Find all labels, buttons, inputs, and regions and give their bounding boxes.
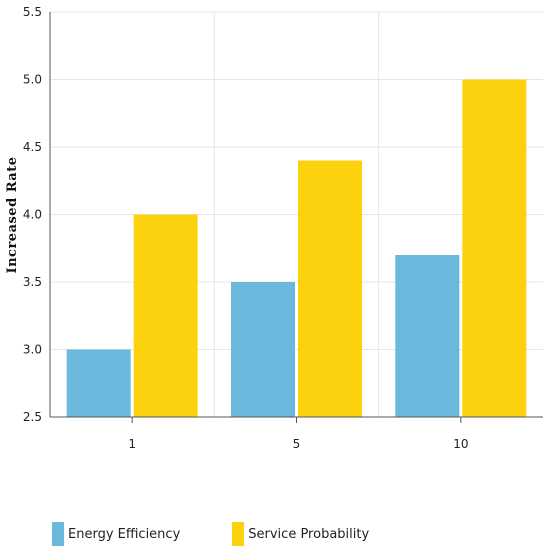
x-tick-label: 10 xyxy=(453,437,468,451)
x-tick-label: 1 xyxy=(128,437,136,451)
legend-label-service-probability: Service Probability xyxy=(248,526,370,542)
bar-layer xyxy=(66,79,527,418)
y-tick-label: 3.0 xyxy=(23,343,42,357)
legend-swatch-energy-efficiency xyxy=(52,522,64,546)
x-tick-label: 5 xyxy=(293,437,301,451)
y-tick-label: 5.5 xyxy=(23,5,42,19)
bar-energy-efficiency-1[interactable] xyxy=(66,349,131,418)
bar-service-probability-5[interactable] xyxy=(298,160,362,418)
axis-layer: 2.5 3.0 3.5 4.0 4.5 5.0 5.5 1 5 10 xyxy=(23,5,543,451)
bar-service-probability-1[interactable] xyxy=(133,214,198,418)
y-tick-label: 4.5 xyxy=(23,140,42,154)
y-tick-label: 2.5 xyxy=(23,410,42,424)
legend-item-service-probability[interactable]: Service Probability xyxy=(232,522,369,546)
grid-layer xyxy=(50,11,543,418)
bar-energy-efficiency-10[interactable] xyxy=(395,255,460,417)
y-tick-label: 5.0 xyxy=(23,73,42,87)
bar-service-probability-10[interactable] xyxy=(462,79,527,418)
bar-energy-efficiency-5[interactable] xyxy=(231,282,295,417)
legend-label-energy-efficiency: Energy Efficiency xyxy=(68,526,181,542)
legend-item-energy-efficiency[interactable]: Energy Efficiency xyxy=(52,522,180,546)
legend: Energy Efficiency Service Probability xyxy=(52,522,421,546)
y-tick-label: 4.0 xyxy=(23,208,42,222)
legend-swatch-service-probability xyxy=(232,522,245,546)
y-axis-title: Increased Rate xyxy=(5,157,20,274)
y-tick-label: 3.5 xyxy=(23,275,42,289)
